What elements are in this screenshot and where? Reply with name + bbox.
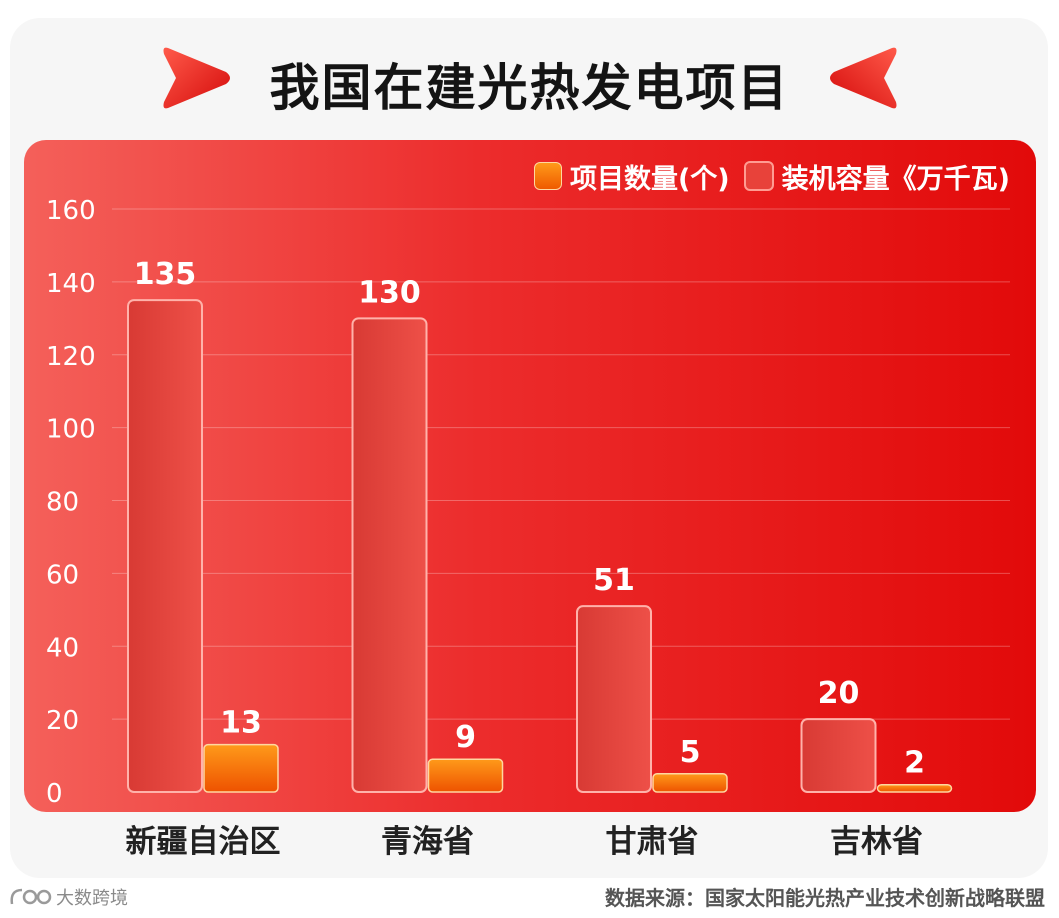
title-row: 我国在建光热发电项目	[0, 38, 1059, 128]
bar-projects	[652, 773, 728, 793]
y-tick-label: 80	[46, 488, 79, 518]
data-label-capacity: 20	[818, 676, 860, 711]
bar-projects	[203, 743, 279, 793]
chart-title: 我国在建光热发电项目	[269, 59, 790, 117]
brand-name: 大数跨境	[56, 888, 128, 909]
chart-panel: 0 20 40 60 80 100 120 140 160 135 13 130 9 51 5 20 2 项目数…	[24, 140, 1036, 812]
bar-projects	[876, 783, 953, 793]
legend-item-projects: 项目数量(个)	[533, 157, 730, 196]
legend-swatch-capacity	[743, 161, 774, 191]
bar-capacity	[127, 299, 203, 793]
y-tick-label: 100	[46, 415, 96, 445]
data-source: 数据来源：国家太阳能光热产业技术创新战略联盟	[605, 886, 1045, 910]
bar-capacity	[800, 718, 877, 793]
data-label-projects: 2	[904, 746, 925, 781]
y-tick-label: 60	[46, 560, 79, 590]
data-label-projects: 13	[220, 706, 262, 741]
bar-capacity	[576, 605, 652, 794]
chevron-left-icon	[830, 47, 897, 109]
x-category-label: 新疆自治区	[125, 824, 281, 860]
data-label-projects: 5	[680, 735, 701, 770]
legend-swatch-projects	[533, 162, 562, 190]
bar-chart: 0 20 40 60 80 100 120 140 160 135 13 130 9 51 5 20 2	[46, 196, 1010, 809]
legend-item-capacity: 装机容量《万千瓦)	[743, 157, 1010, 196]
legend-label-capacity: 装机容量《万千瓦)	[781, 163, 1010, 195]
y-tick-label: 140	[46, 269, 96, 299]
data-label-capacity: 51	[593, 563, 635, 598]
y-tick-label: 120	[46, 342, 96, 372]
bar-projects	[427, 758, 504, 793]
category-labels: 新疆自治区 青海省 甘肃省 吉林省	[0, 816, 1059, 866]
data-label-capacity: 130	[358, 275, 421, 310]
data-label-projects: 9	[455, 720, 476, 755]
x-category-label: 青海省	[381, 824, 474, 860]
y-tick-label: 40	[46, 633, 79, 663]
legend-label-projects: 项目数量(个)	[569, 163, 730, 195]
bar-capacity	[351, 317, 428, 793]
brand-watermark: 大数跨境	[8, 884, 128, 910]
legend: 项目数量(个) 装机容量《万千瓦)	[533, 160, 1010, 195]
chevron-right-icon	[163, 47, 230, 109]
x-category-label: 吉林省	[830, 824, 923, 860]
y-tick-label: 160	[46, 196, 96, 226]
data-label-capacity: 135	[134, 257, 197, 292]
x-category-label: 甘肃省	[605, 824, 699, 860]
brand-logo-icon	[10, 888, 52, 905]
y-tick-label: 0	[46, 779, 63, 809]
y-tick-label: 20	[46, 706, 79, 736]
